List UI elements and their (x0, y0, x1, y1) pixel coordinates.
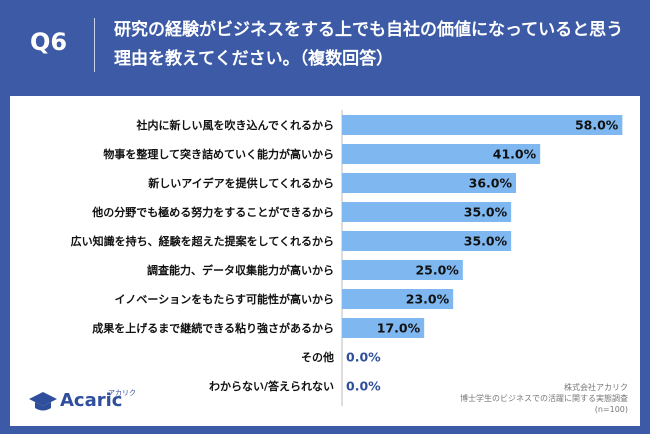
acaric-logo: Acaric アカリク (28, 388, 148, 418)
bar (342, 318, 425, 338)
bar (342, 202, 512, 222)
source-survey: 博士学生のビジネスでの活躍に関する実態調査 (460, 394, 628, 403)
bar (342, 144, 541, 164)
bar (342, 231, 512, 251)
question-number: Q6 (30, 28, 68, 56)
category-label: その他 (301, 350, 334, 364)
category-label: 広い知識を持ち、経験を超えた提案をしてくれるから (71, 234, 334, 248)
bar (342, 260, 463, 280)
category-label: わからない/答えられない (209, 379, 334, 393)
graduation-cap-icon (29, 392, 57, 411)
bar-chart: 社内に新しい風を吹き込んでくれるから 58.0% 物事を整理して突き詰めていく能力が… (71, 110, 623, 406)
question-title: 研究の経験がビジネスをする上でも自社の価値になっていると思う理由を教えてください… (114, 20, 624, 69)
category-label: 他の分野でも極める努力をすることができるから (91, 205, 334, 219)
bar (342, 115, 623, 135)
value-label: 23.0% (406, 292, 450, 307)
chart-panel: 社内に新しい風を吹き込んでくれるから 58.0% 物事を整理して突き詰めていく能力が… (10, 96, 640, 426)
value-label: 35.0% (464, 205, 508, 220)
value-label: 41.0% (493, 147, 537, 162)
header-divider (94, 18, 95, 72)
logo-kana: アカリク (108, 389, 136, 397)
value-label: 0.0% (346, 379, 381, 394)
value-label: 0.0% (346, 350, 381, 365)
question-header: Q6 研究の経験がビジネスをする上でも自社の価値になっていると思う理由を教えてく… (0, 0, 650, 88)
category-label: 社内に新しい風を吹き込んでくれるから (136, 118, 334, 132)
bar (342, 289, 454, 309)
category-label: イノベーションをもたらす可能性が高いから (114, 292, 334, 306)
value-label: 36.0% (469, 176, 513, 191)
category-label: 物事を整理して突き詰めていく能力が高いから (103, 147, 334, 161)
category-label: 新しいアイデアを提供してくれるから (148, 176, 334, 190)
value-label: 35.0% (464, 234, 508, 249)
category-label: 調査能力、データ収集能力が高いから (147, 263, 334, 277)
value-label: 25.0% (415, 263, 459, 278)
logo-text: Acaric (60, 390, 123, 411)
bar (342, 173, 516, 193)
value-label: 58.0% (575, 118, 619, 133)
source-company: 株式会社アカリク (564, 383, 628, 392)
category-label: 成果を上げるまで継続できる粘り強さがあるから (92, 321, 334, 335)
source-sample-size: (n=100) (594, 405, 628, 414)
source-note: 株式会社アカリク 博士学生のビジネスでの活躍に関する実態調査 (n=100) (460, 382, 628, 415)
value-label: 17.0% (377, 321, 421, 336)
